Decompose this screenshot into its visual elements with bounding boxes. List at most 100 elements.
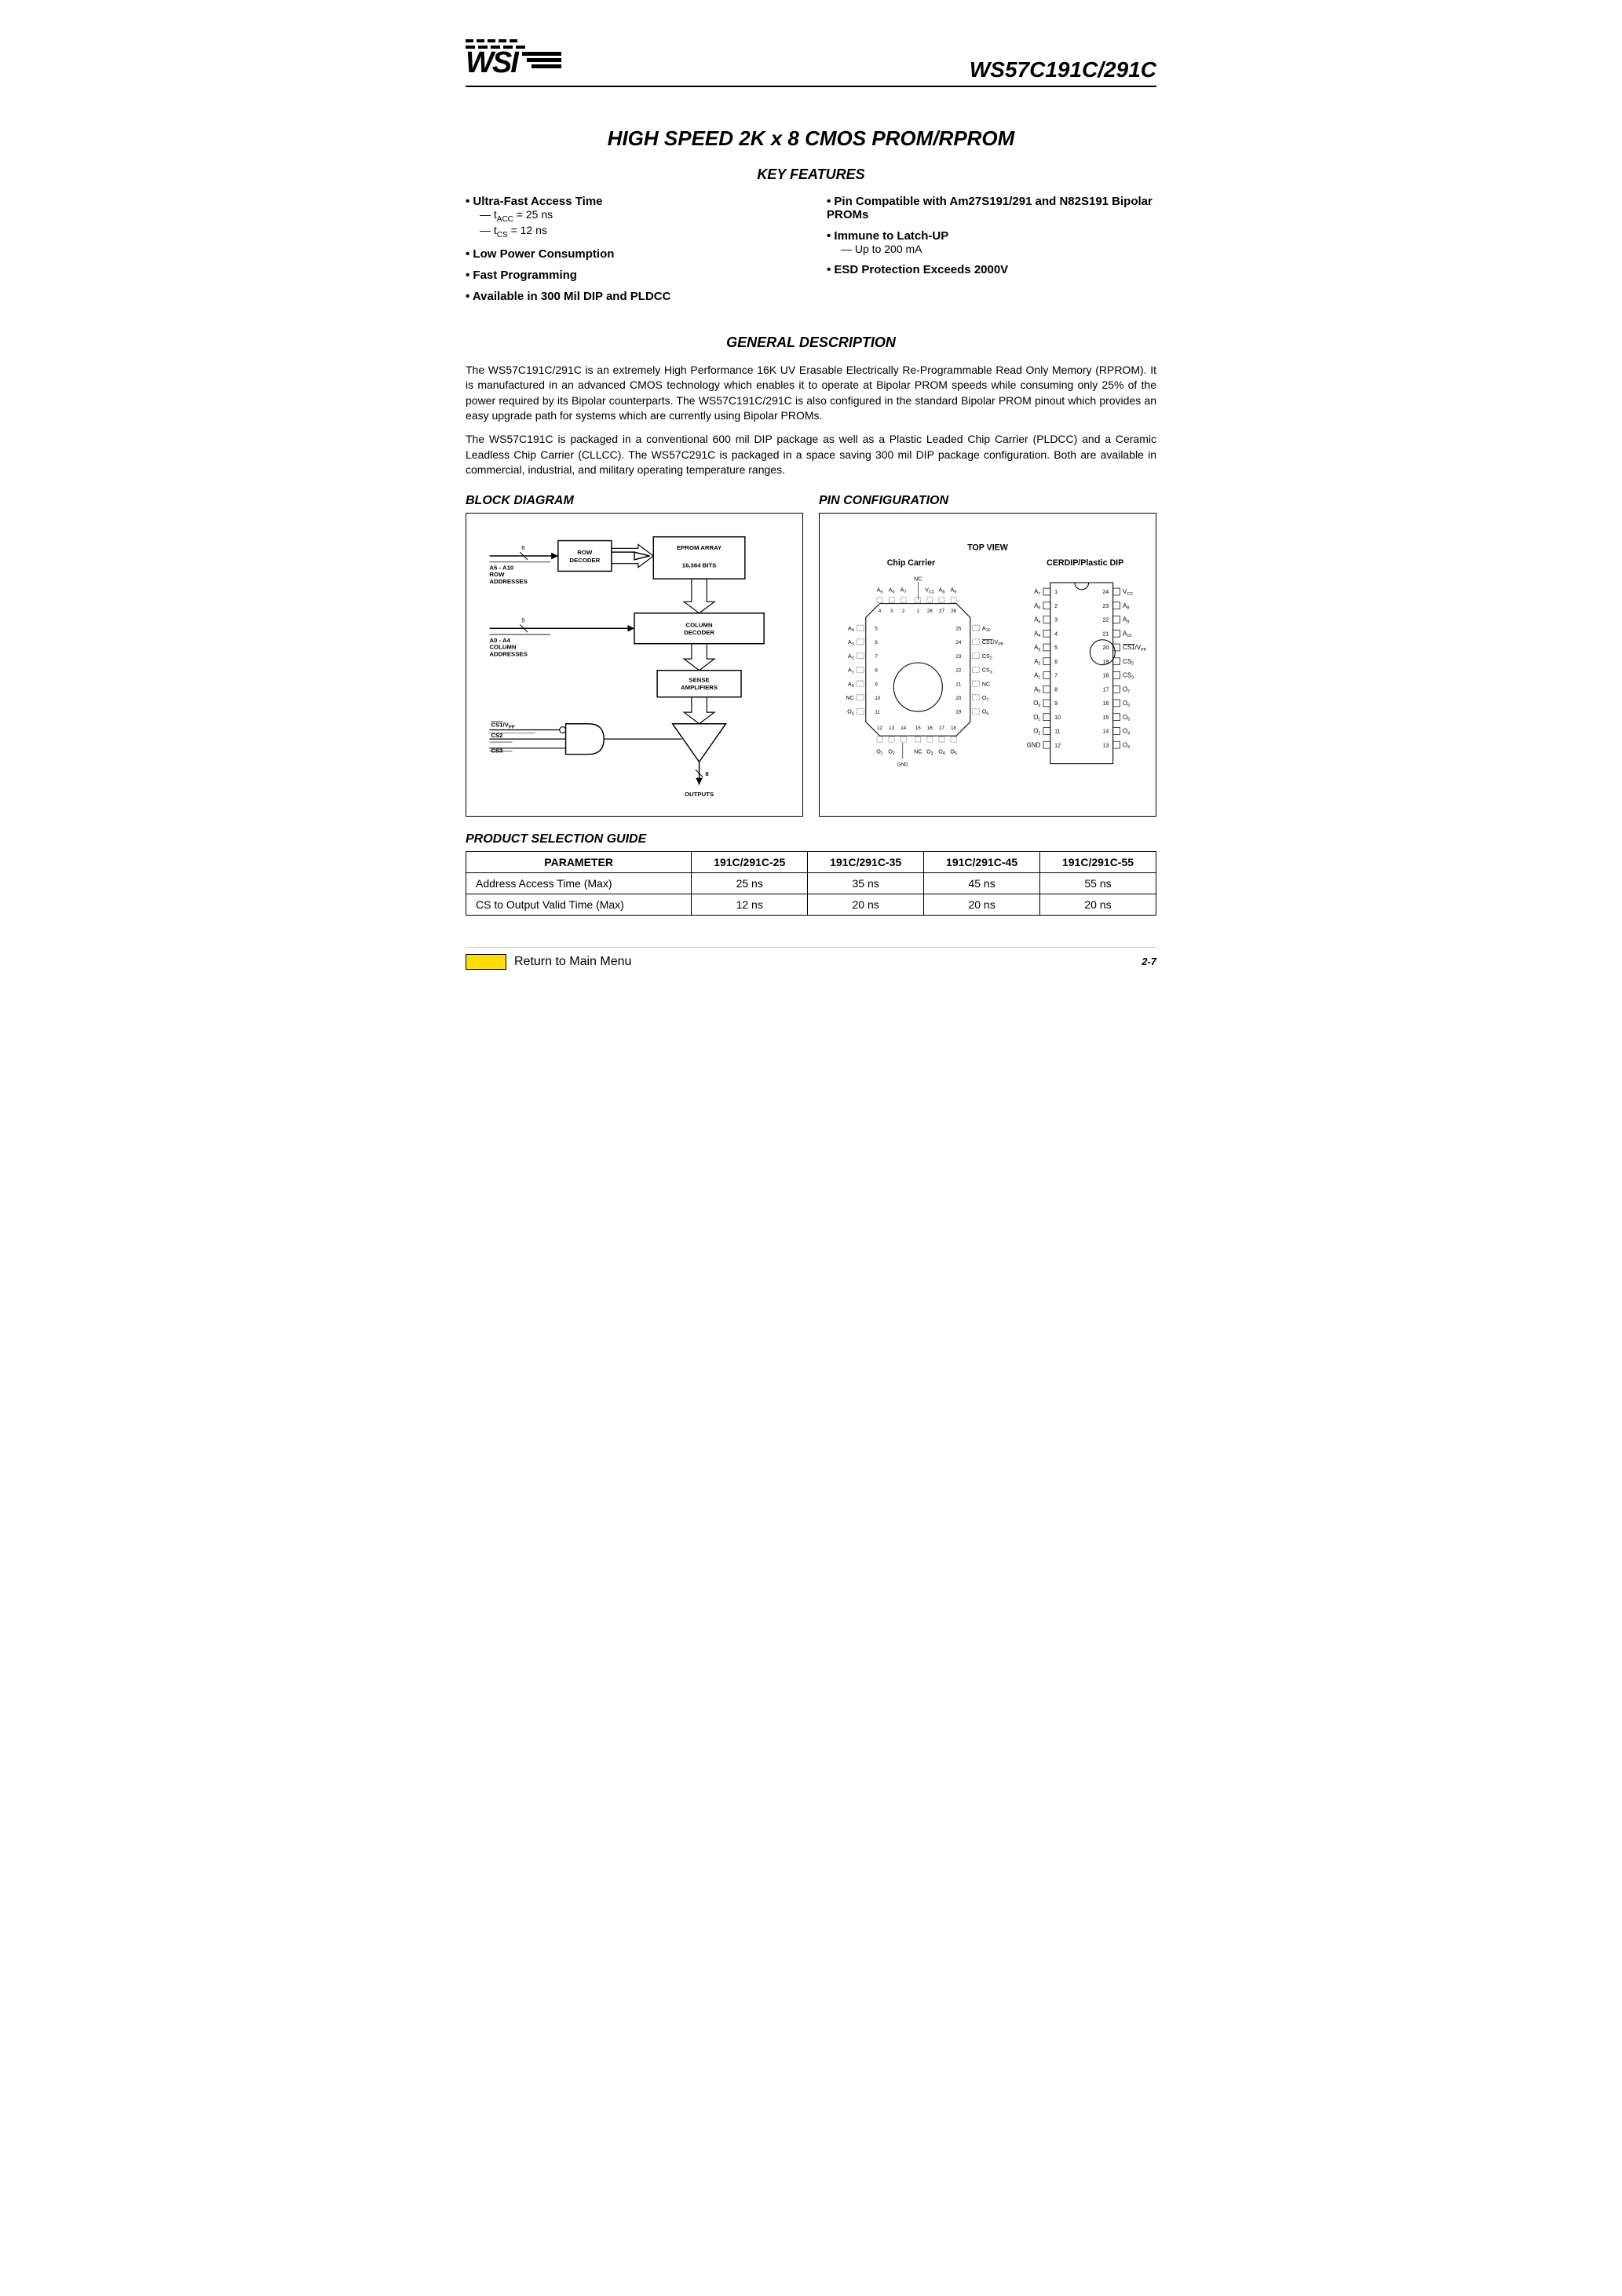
svg-text:3: 3 xyxy=(1054,616,1058,623)
carrier-gnd-label: GND xyxy=(897,762,908,767)
svg-text:CS1/VPP: CS1/VPP xyxy=(982,639,1004,647)
svg-text:A3: A3 xyxy=(848,639,854,647)
svg-text:23: 23 xyxy=(1102,603,1109,609)
svg-text:CS3: CS3 xyxy=(1123,671,1134,680)
table-cell: 35 ns xyxy=(808,872,924,894)
feature-item: Low Power Consumption xyxy=(466,247,795,261)
svg-text:6: 6 xyxy=(875,640,878,645)
table-cell: 20 ns xyxy=(808,894,924,915)
svg-text:O0: O0 xyxy=(1033,700,1040,708)
svg-text:5: 5 xyxy=(875,626,878,631)
svg-text:A2: A2 xyxy=(1034,658,1040,667)
svg-text:CS1/VPP: CS1/VPP xyxy=(1123,644,1147,653)
table-header-cell: 191C/291C-55 xyxy=(1040,851,1156,872)
return-to-menu-link[interactable]: Return to Main Menu xyxy=(466,954,631,970)
svg-text:16: 16 xyxy=(927,726,933,731)
table-cell: Address Access Time (Max) xyxy=(466,872,692,894)
top-view-label: TOP VIEW xyxy=(967,543,1009,552)
table-cell: 55 ns xyxy=(1040,872,1156,894)
svg-text:2: 2 xyxy=(902,609,905,614)
svg-text:15: 15 xyxy=(1102,715,1109,721)
svg-text:19: 19 xyxy=(955,709,961,715)
table-cell: 20 ns xyxy=(924,894,1040,915)
svg-text:1: 1 xyxy=(917,609,920,614)
svg-text:22: 22 xyxy=(1102,616,1109,623)
svg-text:16: 16 xyxy=(1102,700,1109,707)
svg-text:23: 23 xyxy=(955,654,961,660)
diagrams-row: BLOCK DIAGRAM 6 A5 - A10 ROW xyxy=(466,494,1156,817)
feature-main-text: Pin Compatible with Am27S191/291 and N82… xyxy=(827,195,1156,221)
svg-text:8: 8 xyxy=(875,667,878,673)
svg-text:A9: A9 xyxy=(951,587,957,594)
feature-item: Immune to Latch-UP— Up to 200 mA xyxy=(827,229,1156,255)
svg-text:A7: A7 xyxy=(1034,588,1040,597)
pin-config-column: PIN CONFIGURATION TOP VIEW Chip Carrier … xyxy=(819,494,1156,817)
cs2-label: CS2 xyxy=(491,732,503,739)
svg-text:9: 9 xyxy=(1054,700,1058,707)
svg-text:A10: A10 xyxy=(1123,630,1131,638)
cs3-label: CS3 xyxy=(491,747,503,754)
svg-text:11: 11 xyxy=(875,709,880,715)
eprom-array-label: EPROM ARRAY xyxy=(677,544,722,551)
feature-item: ESD Protection Exceeds 2000V xyxy=(827,263,1156,276)
page-footer: Return to Main Menu 2-7 xyxy=(466,947,1156,970)
row-bus-width: 6 xyxy=(521,544,524,551)
svg-text:24: 24 xyxy=(1102,589,1109,595)
features-container: Ultra-Fast Access Time— tACC = 25 ns— tC… xyxy=(466,195,1156,311)
svg-text:A2: A2 xyxy=(848,653,854,661)
svg-text:A4: A4 xyxy=(1034,630,1040,638)
svg-text:VCC: VCC xyxy=(925,587,935,594)
return-link-text: Return to Main Menu xyxy=(514,955,631,969)
carrier-nc-label: NC xyxy=(914,576,922,582)
svg-text:7: 7 xyxy=(875,654,878,660)
svg-text:O3: O3 xyxy=(926,748,933,756)
svg-text:CS2: CS2 xyxy=(982,653,992,661)
features-right-column: Pin Compatible with Am27S191/291 and N82… xyxy=(827,195,1156,311)
table-row: CS to Output Valid Time (Max)12 ns20 ns2… xyxy=(466,894,1156,915)
feature-item: Ultra-Fast Access Time— tACC = 25 ns— tC… xyxy=(466,195,795,239)
svg-text:NC: NC xyxy=(846,695,853,701)
svg-text:A5: A5 xyxy=(877,587,883,594)
svg-text:O1: O1 xyxy=(1033,714,1040,722)
svg-text:A0: A0 xyxy=(848,681,854,689)
table-cell: 45 ns xyxy=(924,872,1040,894)
svg-text:17: 17 xyxy=(1102,686,1109,693)
svg-text:O4: O4 xyxy=(1123,727,1130,736)
table-cell: 20 ns xyxy=(1040,894,1156,915)
svg-text:O3: O3 xyxy=(1123,741,1130,750)
svg-text:O2: O2 xyxy=(1033,727,1040,736)
table-cell: 12 ns xyxy=(692,894,808,915)
col-addresses-label: A0 - A4 COLUMN ADDRESSES xyxy=(489,637,527,657)
description-paragraph: The WS57C191C/291C is an extremely High … xyxy=(466,363,1156,424)
svg-text:26: 26 xyxy=(951,609,956,614)
svg-text:11: 11 xyxy=(1054,728,1060,734)
svg-text:A8: A8 xyxy=(1123,602,1129,611)
svg-text:14: 14 xyxy=(901,726,906,731)
svg-text:12: 12 xyxy=(1054,742,1061,748)
svg-text:VCC: VCC xyxy=(1123,588,1133,597)
block-diagram-box: 6 A5 - A10 ROW ADDRESSES ROWDECODER xyxy=(466,513,803,817)
svg-text:O2: O2 xyxy=(888,748,895,756)
svg-text:2: 2 xyxy=(1054,603,1058,609)
svg-text:O7: O7 xyxy=(982,695,989,703)
description-paragraph: The WS57C191C is packaged in a conventio… xyxy=(466,432,1156,478)
svg-text:O5: O5 xyxy=(950,748,957,756)
feature-main-text: Low Power Consumption xyxy=(466,247,795,261)
svg-text:8: 8 xyxy=(1054,686,1058,693)
svg-text:21: 21 xyxy=(955,682,961,687)
feature-sub-formula: — tCS = 12 ns xyxy=(480,224,795,239)
svg-text:CS2: CS2 xyxy=(1123,658,1134,667)
svg-text:O1: O1 xyxy=(876,748,883,756)
block-diagram-title: BLOCK DIAGRAM xyxy=(466,494,803,508)
svg-text:A5: A5 xyxy=(1034,616,1040,624)
svg-text:18: 18 xyxy=(1102,672,1109,678)
svg-text:28: 28 xyxy=(927,609,933,614)
table-header-cell: PARAMETER xyxy=(466,851,692,872)
svg-text:A1: A1 xyxy=(848,667,854,675)
selection-guide-table: PARAMETER191C/291C-25191C/291C-35191C/29… xyxy=(466,851,1156,916)
pin-config-title: PIN CONFIGURATION xyxy=(819,494,1156,508)
pin-config-svg: TOP VIEW Chip Carrier CERDIP/Plastic DIP… xyxy=(827,521,1148,804)
svg-text:A1: A1 xyxy=(1034,671,1040,680)
cs1-label: CS1/VPP xyxy=(491,721,514,729)
svg-text:CS3: CS3 xyxy=(982,667,992,675)
